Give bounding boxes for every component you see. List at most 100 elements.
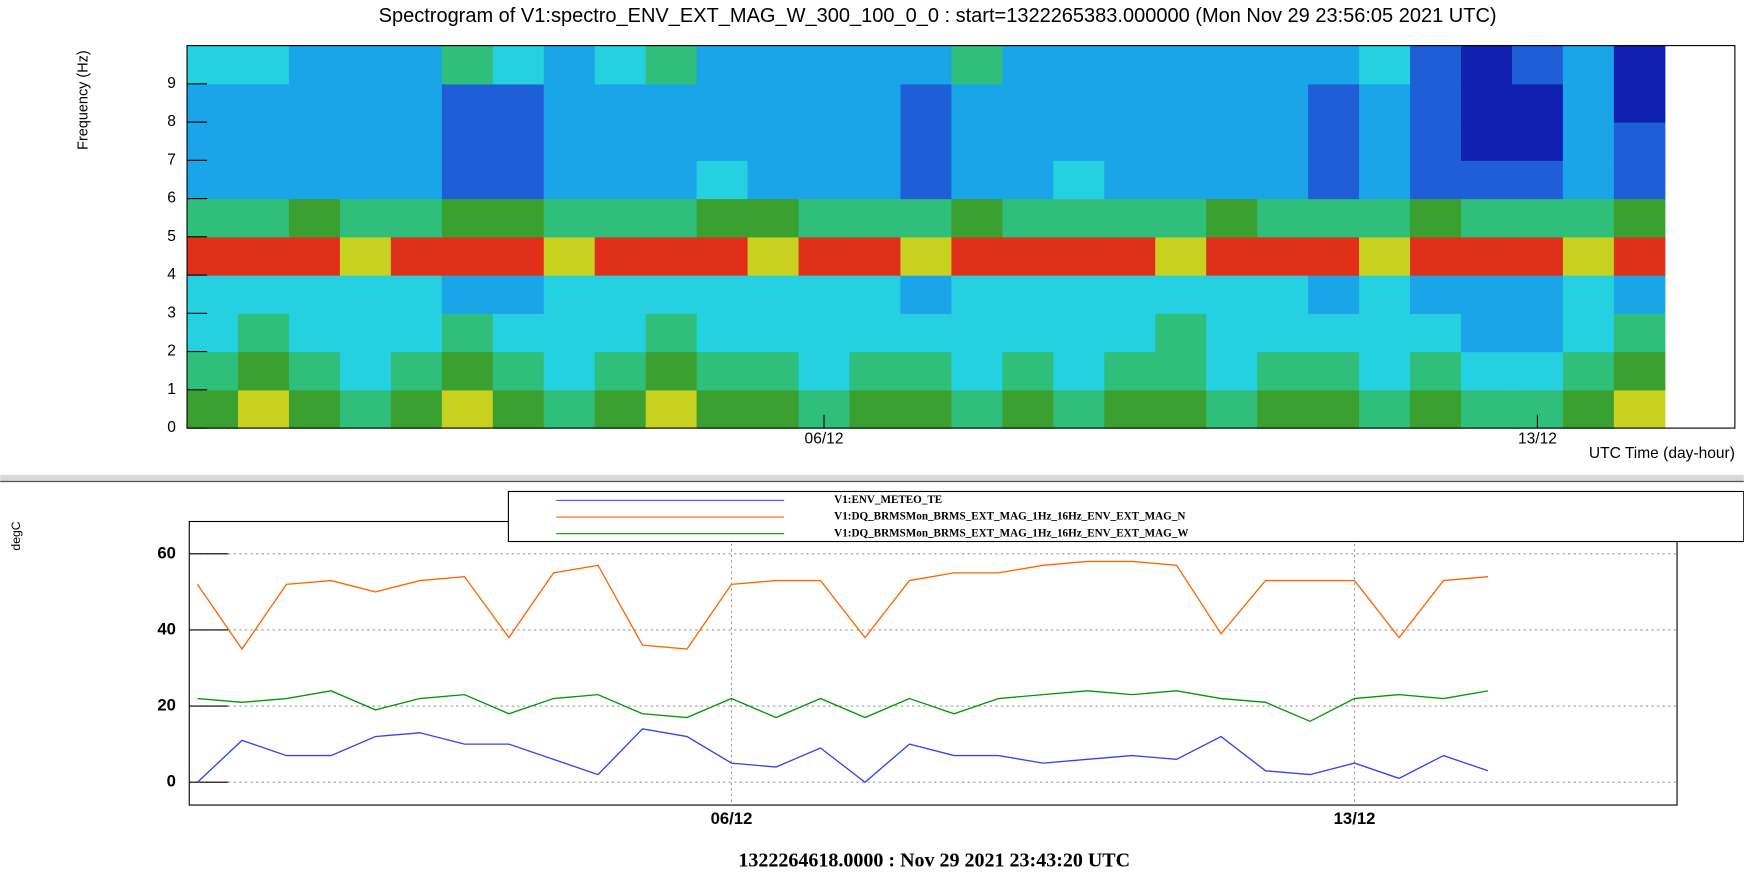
y-tick-label: 6 [167, 190, 176, 207]
heatmap-cell [1002, 122, 1054, 161]
heatmap-cell [645, 389, 698, 429]
heatmap-cell [1460, 122, 1513, 161]
heatmap-cell [543, 198, 596, 238]
heatmap-cell [441, 313, 494, 353]
heatmap-cell [594, 275, 647, 314]
heatmap-cell [1511, 45, 1564, 85]
heatmap-cell [1359, 122, 1411, 161]
heatmap-cell [1053, 351, 1105, 391]
heatmap-cell [1308, 275, 1360, 314]
heatmap-cell [747, 275, 800, 314]
heatmap-cell [441, 160, 494, 200]
heatmap-cell [645, 83, 698, 123]
heatmap-cell [1359, 198, 1411, 238]
heatmap-cell [1053, 160, 1105, 200]
heatmap-cell [390, 275, 443, 314]
heatmap-cell [441, 389, 494, 429]
heatmap-cell [849, 122, 902, 161]
heatmap-cell [237, 83, 290, 123]
heatmap-cell [1511, 160, 1564, 200]
heatmap-cell [1053, 45, 1105, 85]
heatmap-cell [594, 83, 647, 123]
heatmap-cell [1308, 313, 1360, 353]
heatmap-cell [543, 351, 596, 391]
heatmap-cell [339, 160, 392, 200]
y-tick-label: 0 [167, 772, 176, 791]
heatmap-cell [645, 351, 698, 391]
x-tick-label: 06/12 [805, 430, 844, 447]
heatmap-cell [951, 83, 1003, 123]
heatmap-cell [1155, 45, 1207, 85]
heatmap-cell [1257, 313, 1309, 353]
heatmap-cell [543, 275, 596, 314]
heatmap-cell [1562, 160, 1615, 200]
heatmap-cell [1511, 236, 1564, 276]
heatmap-cell [288, 351, 341, 391]
heatmap-cell [237, 122, 290, 161]
heatmap-cell [237, 45, 290, 85]
heatmap-cell [645, 236, 698, 276]
heatmap-cell [187, 351, 239, 391]
heatmap-cell [900, 275, 952, 314]
heatmap-cell [1002, 351, 1054, 391]
heatmap-cell [339, 45, 392, 85]
heatmap-cell [1104, 83, 1156, 123]
heatmap-cell [1206, 160, 1258, 200]
heatmap-cell [1410, 122, 1462, 161]
heatmap-cell [747, 351, 800, 391]
heatmap-cell [441, 198, 494, 238]
heatmap-cell [645, 313, 698, 353]
heatmap-cell [390, 313, 443, 353]
heatmap-cell [1002, 236, 1054, 276]
heatmap-cell [1002, 275, 1054, 314]
heatmap-cell [1613, 160, 1666, 200]
heatmap-cell [1460, 83, 1513, 123]
heatmap-cell [1613, 83, 1666, 123]
y-tick-label: 60 [157, 543, 176, 562]
heatmap-cell [1359, 275, 1411, 314]
heatmap-cell [1562, 389, 1615, 429]
heatmap-cell [1257, 389, 1309, 429]
heatmap-cell [696, 160, 749, 200]
heatmap-cell [798, 45, 851, 85]
heatmap-cell [900, 122, 952, 161]
heatmap-cell [543, 45, 596, 85]
heatmap-cell [1257, 198, 1309, 238]
heatmap-cell [1410, 83, 1462, 123]
heatmap-cell [1613, 313, 1666, 353]
heatmap-cell [1155, 83, 1207, 123]
heatmap-cell [798, 122, 851, 161]
heatmap-cell [1206, 351, 1258, 391]
heatmap-cell [1562, 45, 1615, 85]
heatmap-cell [288, 160, 341, 200]
heatmap-cell [1359, 389, 1411, 429]
heatmap-cell [237, 389, 290, 429]
heatmap-cell [798, 198, 851, 238]
y-tick-label: 8 [167, 113, 176, 130]
heatmap-cell [1155, 122, 1207, 161]
heatmap-cell [1359, 236, 1411, 276]
heatmap-cell [696, 45, 749, 85]
heatmap-cell [237, 351, 290, 391]
heatmap-cell [237, 160, 290, 200]
heatmap-cell [1104, 313, 1156, 353]
heatmap-cell [594, 198, 647, 238]
heatmap-cell [900, 313, 952, 353]
heatmap-cell [747, 45, 800, 85]
heatmap-cell [1359, 313, 1411, 353]
y-tick-label: 40 [157, 619, 176, 638]
heatmap-cell [441, 122, 494, 161]
heatmap-cell [1562, 122, 1615, 161]
separator [0, 474, 1744, 483]
y-axis-label: degC [9, 521, 23, 550]
heatmap-cell [696, 83, 749, 123]
heatmap-cell [1104, 160, 1156, 200]
heatmap-cell [1206, 122, 1258, 161]
heatmap-cell [951, 275, 1003, 314]
heatmap-cell [1308, 122, 1360, 161]
heatmap-cell [594, 236, 647, 276]
heatmap-cell [645, 122, 698, 161]
heatmap-cell [849, 45, 902, 85]
y-tick-label: 9 [167, 75, 176, 92]
heatmap-cell [543, 83, 596, 123]
